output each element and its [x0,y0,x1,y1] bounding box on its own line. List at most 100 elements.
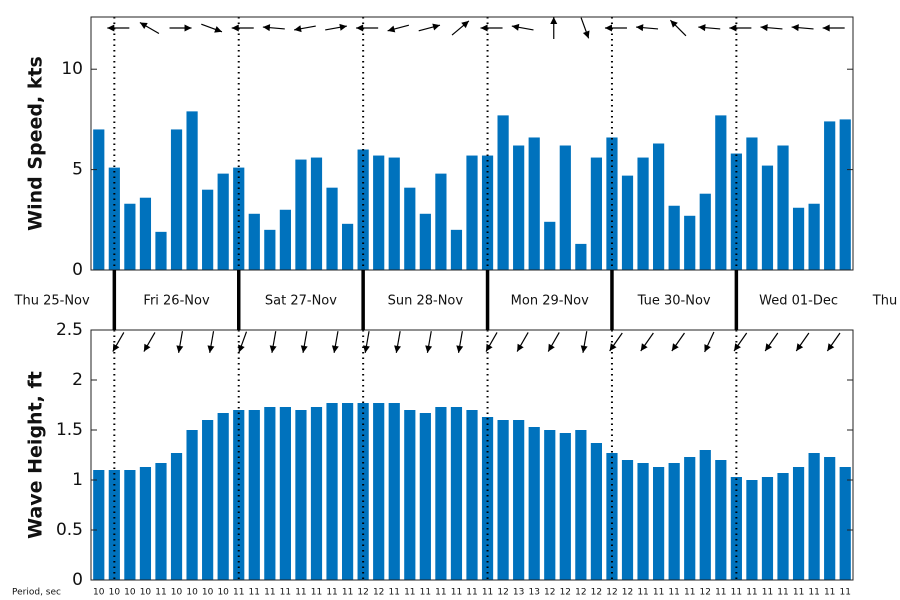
period-value: 11 [311,588,322,598]
period-value: 11 [637,588,648,598]
day-label: Mon 29-Nov [511,294,589,309]
arrow-part [760,24,768,32]
bar [233,167,245,270]
direction-arrow [671,332,685,352]
direction-arrow [394,331,401,353]
bar [155,231,167,270]
bar [513,145,525,270]
direction-arrow [791,24,814,32]
direction-arrow [636,24,659,32]
period-value: 12 [575,588,586,598]
arrow-part [139,22,148,30]
bar [559,145,571,270]
bar [217,173,229,270]
bar [139,467,152,580]
period-value: 12 [606,588,617,598]
arrow-part [704,344,711,352]
arrow-part [548,343,555,352]
bar [264,407,276,580]
bar [684,215,696,270]
period-value: 11 [264,588,275,598]
y-tick-label: 0.5 [56,520,83,540]
bar [124,203,136,270]
bar [450,229,463,270]
direction-arrow [238,331,248,353]
bar [575,430,587,580]
direction-arrow [207,331,215,353]
arrow-part [734,343,741,352]
arrow-part [640,343,648,352]
bar [590,443,603,580]
bar [684,457,696,580]
period-value: 12 [544,588,555,598]
bar [559,433,571,580]
bar [730,153,742,270]
arrow-part [269,345,277,353]
period-value: 12 [591,588,602,598]
bar [761,477,774,580]
bar [279,407,291,580]
period-value: 11 [653,588,664,598]
arrow-part [486,343,493,352]
bar [373,155,385,270]
period-value: 10 [217,588,229,598]
arrow-part [207,345,215,353]
period-value: 10 [202,588,214,598]
bar [93,470,105,580]
bar [575,243,587,270]
period-value: 11 [762,588,773,598]
bar [481,155,494,270]
day-label: Wed 01-Dec [759,294,838,309]
arrow-part [604,24,612,32]
period-value: 11 [715,588,726,598]
bar [139,197,152,270]
arrow-part [112,343,120,352]
y-tick-label: 1 [72,470,83,490]
y-tick-label: 1.5 [56,420,83,440]
bar [326,403,338,580]
bar [295,410,307,580]
arrow-part [550,17,558,24]
arrow-part [184,24,192,32]
bar [310,407,323,580]
bar [497,420,509,580]
period-value: 12 [560,588,571,598]
bar [761,165,774,270]
bar [668,205,680,270]
arrow-part [582,30,590,39]
bar [777,145,789,270]
direction-arrow [325,23,347,31]
y-tick-label: 5 [72,160,83,180]
bar [528,427,540,580]
period-value: 11 [777,588,788,598]
bar [248,410,260,580]
direction-arrow [294,25,316,33]
direction-arrow [822,24,845,32]
bar [621,460,634,580]
direction-arrow [669,19,687,37]
direction-arrow [231,24,254,32]
direction-arrow [425,331,433,353]
bar [481,417,494,580]
arrow-part [262,24,271,32]
arrow-part [363,345,370,353]
direction-arrow [704,331,715,353]
direction-arrow [143,332,156,352]
direction-arrow [729,24,752,32]
bar [404,410,416,580]
period-value: 12 [357,588,368,598]
bar [341,223,354,270]
direction-arrow [387,24,410,33]
period-value: 11 [839,588,850,598]
direction-arrow [550,17,558,39]
direction-arrow [511,23,534,31]
period-value: 11 [155,588,166,598]
bar [170,129,183,270]
direction-arrow [485,332,498,352]
bar [264,229,276,270]
bar [373,403,385,580]
day-label: Thu [872,294,897,309]
bar [513,420,525,580]
bar [170,453,183,580]
arrow-part [331,345,339,353]
